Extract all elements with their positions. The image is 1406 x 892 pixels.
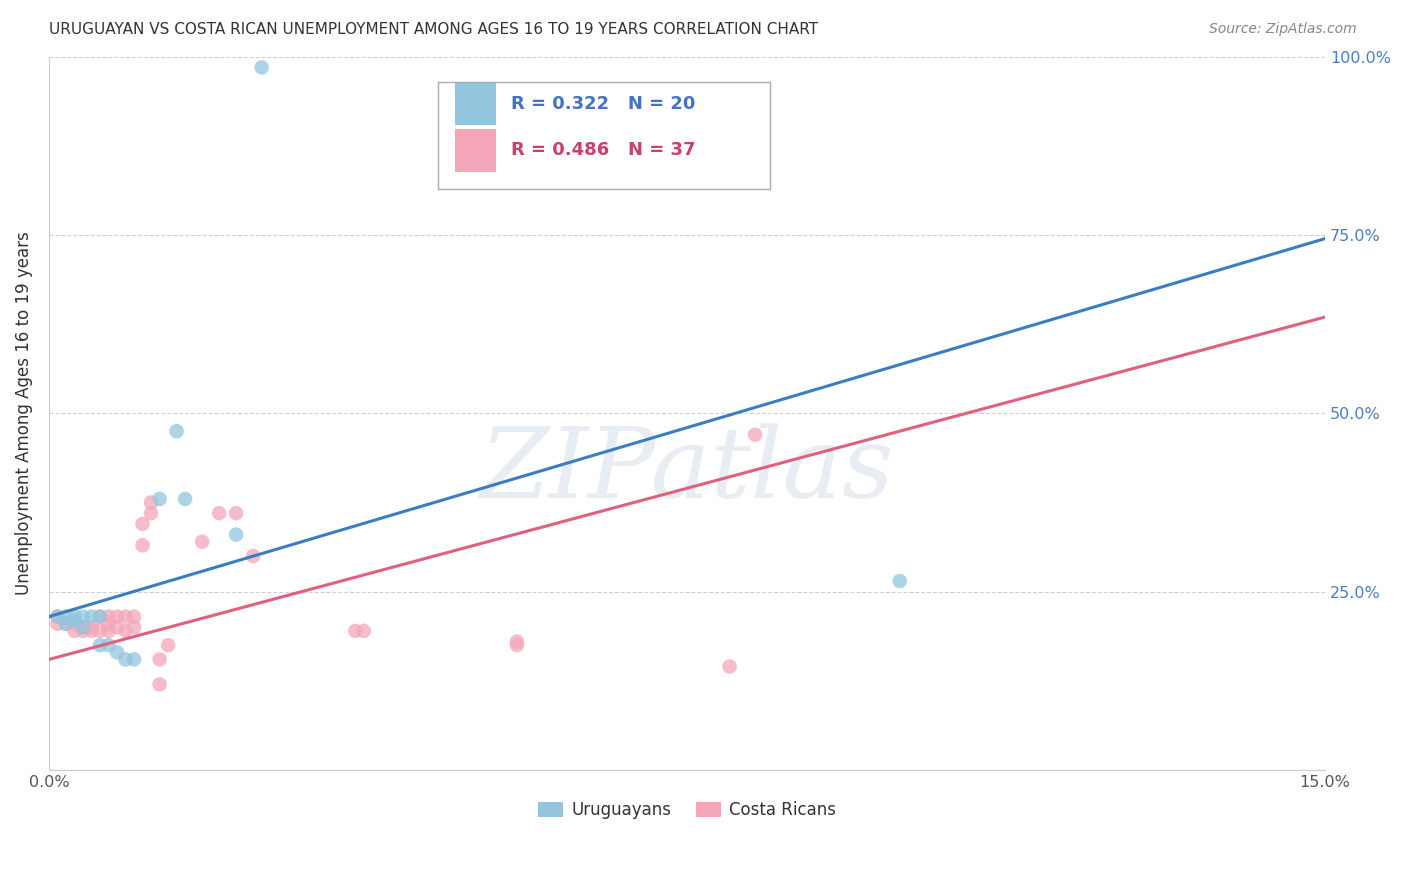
Point: [55, 616, 77, 631]
Point: [744, 427, 766, 442]
Point: [889, 574, 911, 588]
Point: [89, 609, 111, 624]
Point: [89, 609, 111, 624]
Point: [105, 609, 128, 624]
Y-axis label: Unemployment Among Ages 16 to 19 years: Unemployment Among Ages 16 to 19 years: [15, 231, 32, 595]
Legend: Uruguayans, Costa Ricans: Uruguayans, Costa Ricans: [531, 795, 844, 826]
Point: [80, 609, 103, 624]
FancyBboxPatch shape: [454, 82, 496, 125]
Point: [89, 624, 111, 638]
Point: [506, 638, 529, 652]
Point: [63, 613, 86, 627]
Point: [148, 491, 170, 506]
Point: [131, 516, 153, 531]
Point: [97, 638, 120, 652]
Point: [46, 609, 69, 624]
Point: [122, 620, 145, 634]
Point: [114, 609, 136, 624]
Point: [148, 652, 170, 666]
Point: [191, 534, 214, 549]
Point: [97, 616, 120, 631]
FancyBboxPatch shape: [439, 82, 770, 188]
Point: [72, 620, 94, 634]
Point: [139, 495, 162, 509]
Point: [139, 506, 162, 520]
Point: [63, 609, 86, 624]
Point: [225, 527, 247, 541]
Point: [344, 624, 367, 638]
Text: URUGUAYAN VS COSTA RICAN UNEMPLOYMENT AMONG AGES 16 TO 19 YEARS CORRELATION CHAR: URUGUAYAN VS COSTA RICAN UNEMPLOYMENT AM…: [49, 22, 818, 37]
Point: [97, 624, 120, 638]
Point: [242, 549, 264, 563]
Point: [63, 624, 86, 638]
Point: [166, 424, 188, 438]
Point: [80, 624, 103, 638]
Point: [105, 645, 128, 659]
Point: [718, 659, 741, 673]
Point: [114, 652, 136, 666]
Point: [114, 624, 136, 638]
Text: R = 0.322   N = 20: R = 0.322 N = 20: [510, 95, 696, 112]
Text: ZIPatlas: ZIPatlas: [479, 423, 894, 518]
Point: [131, 538, 153, 552]
Point: [148, 677, 170, 691]
Point: [46, 616, 69, 631]
Point: [55, 616, 77, 631]
Point: [225, 506, 247, 520]
Point: [122, 609, 145, 624]
Point: [122, 652, 145, 666]
Point: [72, 609, 94, 624]
Point: [250, 61, 273, 75]
Point: [72, 620, 94, 634]
Point: [353, 624, 375, 638]
Point: [89, 638, 111, 652]
Point: [208, 506, 231, 520]
Point: [63, 616, 86, 631]
Text: R = 0.486   N = 37: R = 0.486 N = 37: [510, 142, 696, 160]
Point: [97, 609, 120, 624]
Point: [157, 638, 180, 652]
Point: [174, 491, 197, 506]
FancyBboxPatch shape: [454, 129, 496, 171]
Point: [506, 634, 529, 648]
Point: [72, 624, 94, 638]
Point: [105, 620, 128, 634]
Point: [55, 609, 77, 624]
Text: Source: ZipAtlas.com: Source: ZipAtlas.com: [1209, 22, 1357, 37]
Point: [46, 609, 69, 624]
Point: [80, 620, 103, 634]
